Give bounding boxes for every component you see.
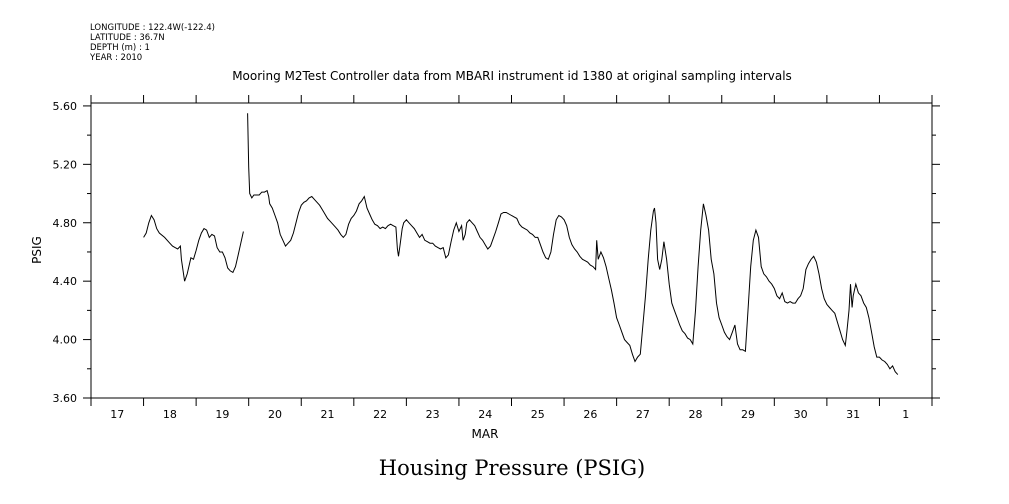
y-tick-label: 5.20 bbox=[53, 158, 78, 171]
figure-caption: Housing Pressure (PSIG) bbox=[379, 456, 645, 480]
x-axis-label: MAR bbox=[472, 427, 499, 441]
x-tick-label: 1 bbox=[902, 408, 909, 421]
x-tick-label: 18 bbox=[163, 408, 177, 421]
y-axis-tick-labels: 5.60 5.20 4.80 4.40 4.00 3.60 bbox=[53, 100, 78, 405]
x-tick-label: 22 bbox=[373, 408, 387, 421]
x-tick-label: 27 bbox=[636, 408, 650, 421]
series-line-segment bbox=[247, 113, 899, 375]
y-tick-label: 5.60 bbox=[53, 100, 78, 113]
latitude-label: LATITUDE : 36.7N bbox=[90, 33, 165, 43]
x-axis-tick-labels: 17 18 19 20 21 22 23 24 25 26 27 28 29 30 31 1 bbox=[110, 408, 909, 421]
y-tick-label: 4.80 bbox=[53, 217, 78, 230]
data-series bbox=[143, 113, 899, 375]
x-tick-label: 20 bbox=[268, 408, 282, 421]
metadata-block: LONGITUDE : 122.4W(-122.4) LATITUDE : 36… bbox=[89, 23, 215, 63]
y-axis-ticks bbox=[83, 105, 940, 399]
longitude-label: LONGITUDE : 122.4W(-122.4) bbox=[90, 23, 215, 33]
plot-frame bbox=[90, 102, 933, 399]
x-tick-label: 31 bbox=[846, 408, 860, 421]
x-tick-label: 19 bbox=[215, 408, 229, 421]
series-line-segment bbox=[143, 214, 244, 282]
x-tick-label: 28 bbox=[688, 408, 702, 421]
y-tick-label: 4.00 bbox=[53, 334, 78, 347]
depth-label: DEPTH (m) : 1 bbox=[90, 43, 150, 53]
year-label: YEAR : 2010 bbox=[89, 53, 142, 63]
x-axis-ticks bbox=[90, 95, 933, 406]
x-tick-label: 29 bbox=[741, 408, 755, 421]
x-tick-label: 23 bbox=[426, 408, 440, 421]
x-tick-label: 30 bbox=[794, 408, 808, 421]
x-tick-label: 25 bbox=[531, 408, 545, 421]
y-tick-label: 3.60 bbox=[53, 392, 78, 405]
y-axis-label: PSIG bbox=[30, 236, 44, 264]
chart-title: Mooring M2Test Controller data from MBAR… bbox=[232, 69, 792, 83]
y-tick-label: 4.40 bbox=[53, 275, 78, 288]
x-tick-label: 24 bbox=[478, 408, 492, 421]
x-tick-label: 17 bbox=[110, 408, 124, 421]
x-tick-label: 26 bbox=[583, 408, 597, 421]
x-tick-label: 21 bbox=[321, 408, 335, 421]
